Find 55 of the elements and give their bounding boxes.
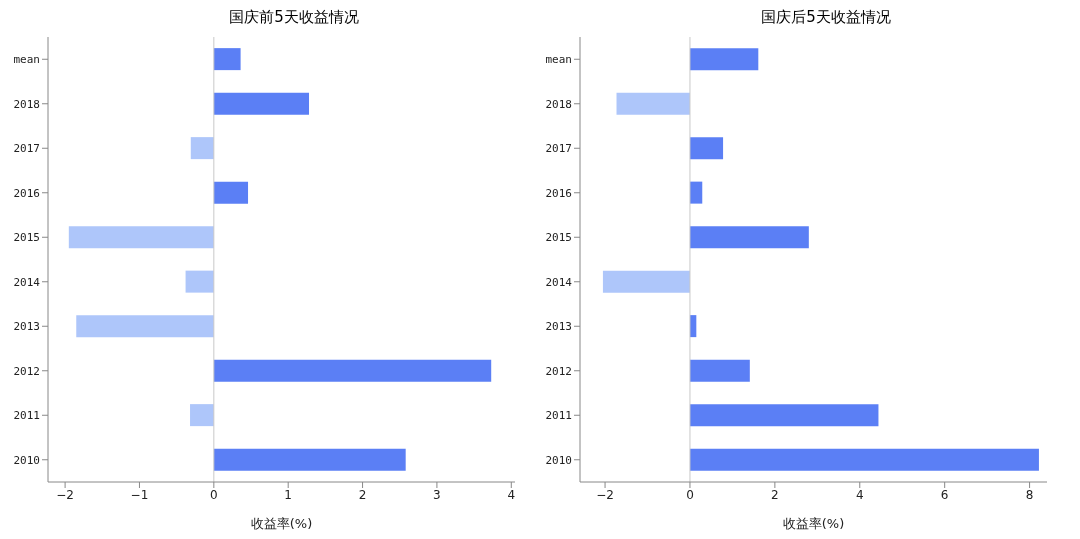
y-tick-label: 2018 [545,97,572,111]
bar [213,448,406,471]
chart-title: 国庆前5天收益情况 [228,8,360,28]
y-tick-label: 2017 [13,142,40,156]
y-tick-label: 2016 [545,186,572,200]
x-axis-title: 收益率(%) [250,516,313,531]
bar [602,270,690,293]
y-tick-label: 2013 [545,320,572,334]
y-tick-label: 2010 [545,453,572,467]
bar [689,226,809,249]
bar [689,359,750,382]
x-tick-label: 1 [284,487,293,502]
y-tick-label: 2015 [13,231,40,245]
x-tick-label: 8 [1025,487,1034,502]
y-tick-label: 2018 [13,97,40,111]
bar [689,448,1039,471]
bar [616,92,690,115]
y-tick-label: 2012 [13,364,40,378]
bar [76,315,214,338]
y-tick-label: 2011 [545,409,572,423]
y-tick-label: mean [545,53,572,67]
x-tick-label: 0 [210,487,218,502]
y-tick-label: mean [13,53,40,67]
x-tick-label: 4 [507,487,516,502]
y-tick-label: 2012 [545,364,572,378]
bar [213,48,241,71]
x-tick-label: −1 [130,487,149,502]
y-tick-label: 2010 [13,453,40,467]
bar [213,181,249,204]
y-tick-label: 2011 [13,409,40,423]
y-tick-label: 2014 [545,275,573,289]
y-tick-label: 2013 [13,320,40,334]
bar [190,404,214,427]
bar [68,226,214,249]
bar [213,92,310,115]
x-tick-label: 2 [358,487,367,502]
bar [190,137,214,160]
x-tick-label: −2 [596,487,614,502]
chart-title: 国庆后5天收益情况 [760,8,892,28]
x-tick-label: 0 [686,487,694,502]
x-axis-title: 收益率(%) [782,516,845,531]
bar [185,270,214,293]
x-tick-label: 2 [771,487,779,502]
bar [689,48,759,71]
y-tick-label: 2016 [13,186,40,200]
x-tick-label: 4 [855,487,864,502]
y-tick-label: 2014 [13,275,41,289]
x-tick-label: 6 [940,487,949,502]
bar [689,137,724,160]
bar [689,404,879,427]
y-tick-label: 2017 [545,142,572,156]
x-tick-label: 3 [433,487,441,502]
y-tick-label: 2015 [545,231,572,245]
bar [213,359,492,382]
x-tick-label: −2 [56,487,74,502]
